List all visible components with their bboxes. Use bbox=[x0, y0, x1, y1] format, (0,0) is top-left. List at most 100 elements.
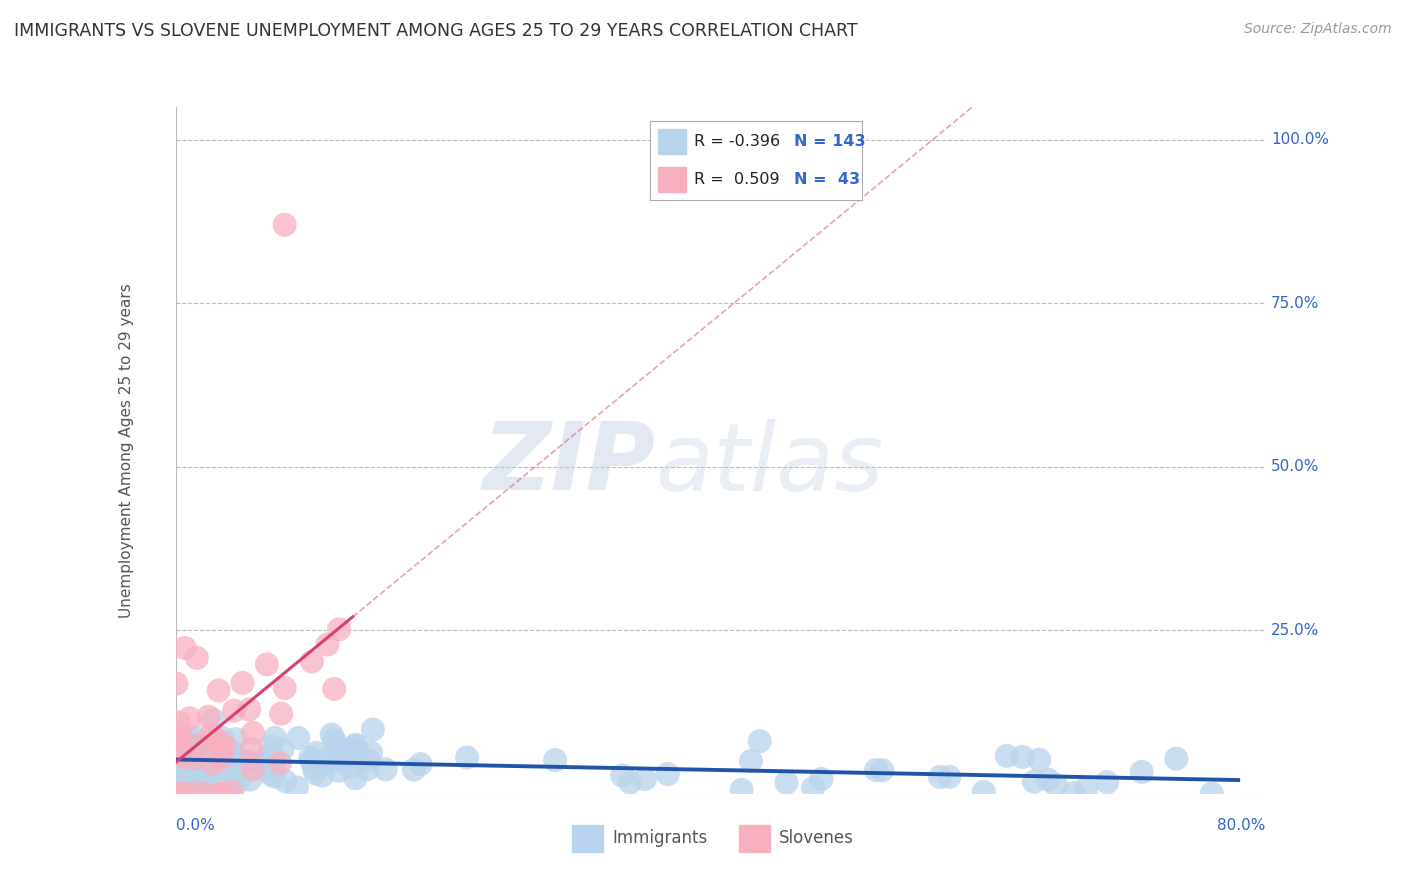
Point bbox=[194, 760, 217, 774]
Text: 25.0%: 25.0% bbox=[1271, 623, 1319, 638]
Point bbox=[775, 775, 797, 789]
Point bbox=[183, 733, 205, 747]
Point bbox=[193, 779, 215, 793]
Point bbox=[211, 731, 233, 745]
Point bbox=[170, 759, 193, 773]
Point bbox=[174, 756, 197, 770]
Point bbox=[215, 764, 238, 778]
Text: Source: ZipAtlas.com: Source: ZipAtlas.com bbox=[1244, 22, 1392, 37]
Point bbox=[259, 739, 281, 753]
Point bbox=[865, 763, 887, 777]
Point bbox=[287, 731, 309, 745]
Text: 50.0%: 50.0% bbox=[1271, 459, 1319, 475]
Point bbox=[173, 787, 195, 801]
Point bbox=[190, 763, 212, 777]
Point bbox=[262, 762, 284, 776]
Text: Unemployment Among Ages 25 to 29 years: Unemployment Among Ages 25 to 29 years bbox=[120, 283, 134, 618]
Point bbox=[346, 744, 368, 758]
Point bbox=[810, 772, 832, 786]
Point bbox=[228, 774, 250, 789]
Point bbox=[343, 749, 366, 764]
Point bbox=[973, 785, 995, 799]
Text: 100.0%: 100.0% bbox=[1271, 132, 1329, 147]
Point bbox=[195, 749, 218, 764]
Point bbox=[374, 762, 396, 776]
FancyBboxPatch shape bbox=[658, 128, 686, 154]
Point bbox=[209, 742, 232, 756]
Point bbox=[748, 734, 770, 748]
Point bbox=[544, 753, 567, 767]
Point bbox=[323, 735, 346, 749]
Point bbox=[302, 761, 325, 775]
Point bbox=[169, 787, 191, 801]
Point bbox=[1022, 774, 1045, 789]
Point bbox=[226, 764, 249, 778]
Point bbox=[166, 676, 188, 690]
Point bbox=[173, 640, 195, 655]
Text: Immigrants: Immigrants bbox=[613, 830, 707, 847]
Point bbox=[167, 756, 190, 770]
Point bbox=[193, 759, 215, 773]
Point bbox=[299, 750, 322, 764]
Point bbox=[328, 746, 350, 760]
Point bbox=[301, 755, 323, 769]
Point bbox=[238, 702, 260, 716]
Point bbox=[184, 786, 207, 800]
Point bbox=[214, 739, 236, 754]
Point bbox=[995, 748, 1018, 763]
Point bbox=[176, 736, 198, 750]
Point bbox=[232, 676, 254, 690]
Point bbox=[195, 775, 218, 789]
Point bbox=[343, 739, 366, 754]
Point bbox=[186, 739, 208, 753]
Point bbox=[328, 622, 350, 636]
Point bbox=[169, 748, 191, 763]
Point bbox=[200, 744, 222, 758]
Point bbox=[361, 723, 384, 737]
Point bbox=[239, 772, 262, 787]
Point bbox=[172, 787, 194, 801]
Point bbox=[201, 756, 224, 771]
Point bbox=[172, 750, 194, 764]
Point bbox=[176, 749, 198, 764]
Point bbox=[165, 777, 187, 791]
Point bbox=[221, 777, 243, 791]
Point bbox=[165, 734, 187, 748]
Point bbox=[169, 727, 191, 741]
Point bbox=[193, 739, 215, 753]
Point bbox=[231, 753, 253, 767]
Point bbox=[304, 766, 326, 780]
Point bbox=[263, 761, 285, 775]
Point bbox=[225, 731, 247, 746]
Point bbox=[301, 655, 323, 669]
Point bbox=[730, 783, 752, 797]
Point bbox=[357, 754, 380, 768]
Point bbox=[274, 774, 297, 789]
Point bbox=[202, 761, 225, 775]
FancyBboxPatch shape bbox=[572, 825, 603, 852]
Point bbox=[193, 769, 215, 783]
Text: Slovenes: Slovenes bbox=[779, 830, 855, 847]
Point bbox=[212, 744, 235, 758]
FancyBboxPatch shape bbox=[658, 167, 686, 192]
Point bbox=[173, 733, 195, 747]
Point bbox=[187, 785, 209, 799]
Point bbox=[274, 681, 297, 695]
Point bbox=[1011, 750, 1033, 764]
Text: R = -0.396: R = -0.396 bbox=[695, 134, 780, 149]
Text: atlas: atlas bbox=[655, 418, 883, 509]
Point bbox=[256, 657, 278, 672]
Point bbox=[285, 780, 308, 795]
Point bbox=[183, 730, 205, 744]
Point bbox=[409, 757, 432, 772]
Point bbox=[337, 747, 360, 761]
Point bbox=[356, 762, 378, 776]
Point bbox=[202, 713, 225, 727]
Point bbox=[274, 218, 297, 232]
Point bbox=[262, 748, 284, 763]
Point bbox=[209, 787, 232, 801]
Point bbox=[928, 770, 950, 784]
Point bbox=[249, 756, 271, 770]
Point bbox=[208, 739, 231, 754]
Point bbox=[186, 651, 208, 665]
